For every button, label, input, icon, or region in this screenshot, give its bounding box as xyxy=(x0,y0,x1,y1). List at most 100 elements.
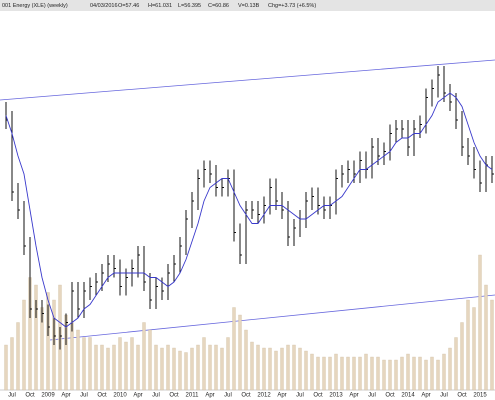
volume-bar xyxy=(160,347,164,391)
volume-bar xyxy=(70,322,74,391)
x-tick-label: Oct xyxy=(457,393,467,399)
volume-bar xyxy=(460,322,464,391)
volume-bar xyxy=(304,350,308,391)
volume-bar xyxy=(286,344,290,391)
chart-title: 001 Energy (XLE) (weekly) xyxy=(2,3,68,9)
volume-bar xyxy=(376,356,380,391)
volume-bar xyxy=(280,347,284,391)
volume-bar xyxy=(262,347,266,391)
volume-bar xyxy=(136,344,140,391)
volume-bar xyxy=(466,299,470,391)
volume-bar xyxy=(316,356,320,391)
volume-bar xyxy=(292,344,296,391)
volume-bar xyxy=(142,322,146,391)
volume-bar xyxy=(196,344,200,391)
volume-bar xyxy=(322,356,326,391)
volume-bar xyxy=(454,337,458,391)
volume-bar xyxy=(112,344,116,391)
volume-bar xyxy=(184,352,188,391)
x-tick-label: 2009 xyxy=(41,393,55,399)
volume-bar xyxy=(298,347,302,391)
x-tick-label: 2013 xyxy=(329,393,343,399)
volume-bar xyxy=(88,337,92,391)
volume-bar xyxy=(358,356,362,391)
volume-bar xyxy=(94,344,98,391)
x-tick-label: Jul xyxy=(368,393,376,399)
volume-bar xyxy=(424,359,428,391)
x-tick-label: Oct xyxy=(169,393,179,399)
volume-bar xyxy=(208,344,212,391)
volume-bar xyxy=(406,353,410,391)
volume-bar xyxy=(124,341,128,391)
volume-bar xyxy=(382,359,386,391)
volume-bar xyxy=(340,356,344,391)
moving-average xyxy=(5,92,493,328)
volume-bar xyxy=(394,359,398,391)
volume-bar xyxy=(154,344,158,391)
x-tick-label: 2015 xyxy=(473,393,487,399)
volume-bar xyxy=(172,347,176,391)
x-tick-label: Apr xyxy=(349,393,358,399)
volume-bar xyxy=(226,337,230,391)
x-tick-label: Jul xyxy=(440,393,448,399)
volume-bar xyxy=(484,284,488,391)
volume-bar xyxy=(364,353,368,391)
x-tick-label: Oct xyxy=(241,393,251,399)
volume-bar xyxy=(238,314,242,391)
volume-bar xyxy=(472,307,476,391)
volume-bar xyxy=(274,350,278,391)
volume-bar xyxy=(22,299,26,391)
volume-bar xyxy=(130,337,134,391)
quote-field: Chg=+3.73 (+6.5%) xyxy=(268,3,316,9)
x-tick-label: Jul xyxy=(80,393,88,399)
quote-field: O=57.46 xyxy=(118,3,139,9)
x-tick-label: Apr xyxy=(421,393,430,399)
x-tick-label: Oct xyxy=(97,393,107,399)
x-tick-label: Oct xyxy=(385,393,395,399)
volume-bar xyxy=(106,347,110,391)
volume-bar xyxy=(34,284,38,391)
quote-field: L=56.395 xyxy=(178,3,201,9)
volume-bar xyxy=(100,344,104,391)
volume-bar xyxy=(4,344,8,391)
quote-field: V=0.13B xyxy=(238,3,260,9)
x-tick-label: Jul xyxy=(224,393,232,399)
volume-bar xyxy=(178,350,182,391)
volume-bar xyxy=(490,299,494,391)
x-tick-label: 2011 xyxy=(186,393,200,399)
volume-bar xyxy=(310,353,314,391)
volume-bar xyxy=(148,329,152,391)
volume-bar xyxy=(118,337,122,391)
x-tick-label: Jul xyxy=(8,393,16,399)
volume-bar xyxy=(328,356,332,391)
volume-bar xyxy=(268,347,272,391)
volume-bar xyxy=(76,329,80,391)
x-tick-label: Oct xyxy=(25,393,35,399)
volume-bar xyxy=(190,347,194,391)
x-tick-label: 2012 xyxy=(257,393,271,399)
volume-bar xyxy=(256,344,260,391)
volume-bar xyxy=(232,307,236,391)
quote-field: C=60.86 xyxy=(208,3,229,9)
volume-bar xyxy=(478,254,482,391)
trend-line-lower xyxy=(49,294,495,341)
volume-bar xyxy=(442,353,446,391)
volume-bar xyxy=(346,356,350,391)
volume-bar xyxy=(250,341,254,391)
volume-bar xyxy=(334,353,338,391)
volume-bar xyxy=(400,356,404,391)
x-tick-label: Apr xyxy=(277,393,286,399)
x-tick-label: Oct xyxy=(313,393,323,399)
volume-bar xyxy=(46,292,50,391)
volume-bar xyxy=(436,359,440,391)
x-tick-label: 2014 xyxy=(401,393,415,399)
volume-bar xyxy=(202,337,206,391)
volume-bar xyxy=(10,337,14,391)
quote-field: H=61.031 xyxy=(148,3,172,9)
volume-bar xyxy=(352,356,356,391)
x-tick-label: Apr xyxy=(61,393,70,399)
volume-bar xyxy=(370,356,374,391)
x-tick-label: Jul xyxy=(296,393,304,399)
volume-bar xyxy=(244,329,248,391)
